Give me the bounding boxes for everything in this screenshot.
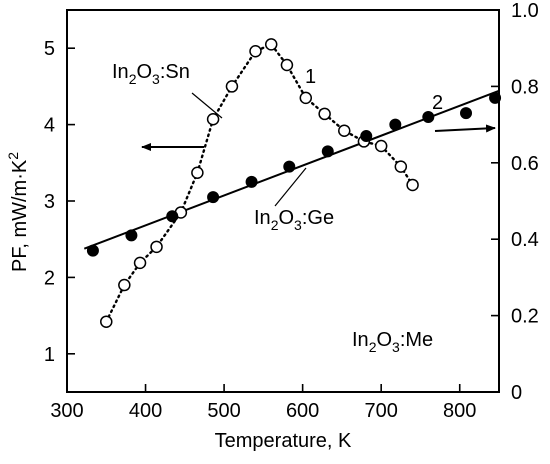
- x-axis-title: Temperature, K: [215, 430, 352, 452]
- sn-point: [299, 91, 313, 105]
- y-axis-left: 1 2 3 4 5: [44, 38, 75, 366]
- sn-point: [118, 278, 131, 292]
- me-label-in: In: [352, 329, 369, 351]
- sn-point: [338, 124, 351, 137]
- series-sn-name-label: In2O3:Sn: [112, 61, 190, 87]
- sn-point: [191, 166, 204, 179]
- ge-point: [422, 110, 435, 123]
- ge-leader-line: [274, 167, 307, 207]
- me-label-o: O: [376, 329, 392, 351]
- ge-point: [389, 118, 402, 131]
- series-ge-name-label: In2O3:Ge: [254, 207, 334, 233]
- me-label-sub3: 3: [392, 339, 400, 355]
- sn-point: [206, 113, 220, 126]
- ge-point: [207, 191, 220, 204]
- sn-point: [264, 38, 278, 51]
- sn-point: [394, 160, 408, 173]
- sn-point: [374, 139, 388, 153]
- sn-label-tail: :Sn: [160, 61, 190, 83]
- sn-point: [150, 240, 163, 254]
- y-axis-left-title: PF, mW/m·K2: [5, 152, 31, 272]
- sn-label-in: In: [112, 61, 129, 83]
- sn-point: [406, 178, 419, 192]
- y-left-tick-label: 2: [44, 267, 55, 289]
- ge-point: [321, 145, 334, 158]
- me-label-tail: :Me: [400, 329, 433, 351]
- x-tick-label: 500: [207, 400, 240, 422]
- sn-label-sub3: 3: [152, 71, 160, 87]
- sn-point: [249, 45, 262, 58]
- ge-point: [245, 175, 258, 188]
- sn-label-sub2: 2: [129, 71, 137, 87]
- y-axis-right: 0 0.2 0.4 0.6 0.8 1.0: [491, 0, 539, 404]
- series-ge-id-label: 2: [432, 92, 443, 114]
- sn-point: [100, 315, 113, 328]
- x-tick-label: 400: [129, 400, 162, 422]
- ge-label-tail: :Ge: [302, 207, 334, 229]
- y-left-tick-label: 4: [44, 115, 55, 137]
- ge-point: [125, 229, 138, 242]
- ge-point: [166, 210, 179, 223]
- x-tick-label: 600: [286, 400, 319, 422]
- sn-point: [133, 256, 147, 270]
- sn-label-o: O: [136, 61, 152, 83]
- ge-point: [460, 107, 473, 120]
- sn-point: [280, 58, 294, 72]
- x-tick-label: 700: [364, 400, 397, 422]
- series-ge-points: [86, 91, 502, 257]
- ge-point: [283, 160, 296, 173]
- sn-point: [225, 80, 239, 93]
- ge-point: [86, 244, 99, 257]
- ge-label-sub2: 2: [271, 217, 279, 233]
- x-tick-label: 800: [443, 400, 476, 422]
- x-axis: 300 400 500 600 700 800: [50, 384, 476, 422]
- me-label-sub2: 2: [369, 339, 377, 355]
- y-left-tick-label: 3: [44, 191, 55, 213]
- y-right-tick-label: 0.4: [511, 229, 539, 251]
- y-axis-left-title-sup: 2: [5, 152, 21, 160]
- ge-label-in: In: [254, 207, 271, 229]
- y-left-tick-label: 1: [44, 344, 55, 366]
- x-tick-label: 300: [50, 400, 83, 422]
- ge-label-sub3: 3: [294, 217, 302, 233]
- ge-axis-arrow: [434, 124, 496, 133]
- series-sn-id-label: 1: [305, 66, 316, 88]
- y-axis-left-title-main: PF, mW/m·K: [9, 159, 31, 272]
- series-sn-points: [100, 38, 419, 328]
- material-label: In2O3:Me: [352, 329, 433, 355]
- y-left-tick-label: 5: [44, 38, 55, 60]
- y-right-tick-label: 0.2: [511, 306, 539, 328]
- ge-point: [360, 130, 373, 143]
- sn-point: [318, 107, 331, 121]
- y-right-tick-label: 0: [511, 382, 522, 404]
- y-right-tick-label: 1.0: [511, 0, 539, 22]
- y-right-tick-label: 0.8: [511, 76, 539, 98]
- sn-leader-line: [191, 92, 223, 119]
- ge-point: [489, 91, 502, 104]
- y-right-tick-label: 0.6: [511, 153, 539, 175]
- ge-label-o: O: [278, 207, 294, 229]
